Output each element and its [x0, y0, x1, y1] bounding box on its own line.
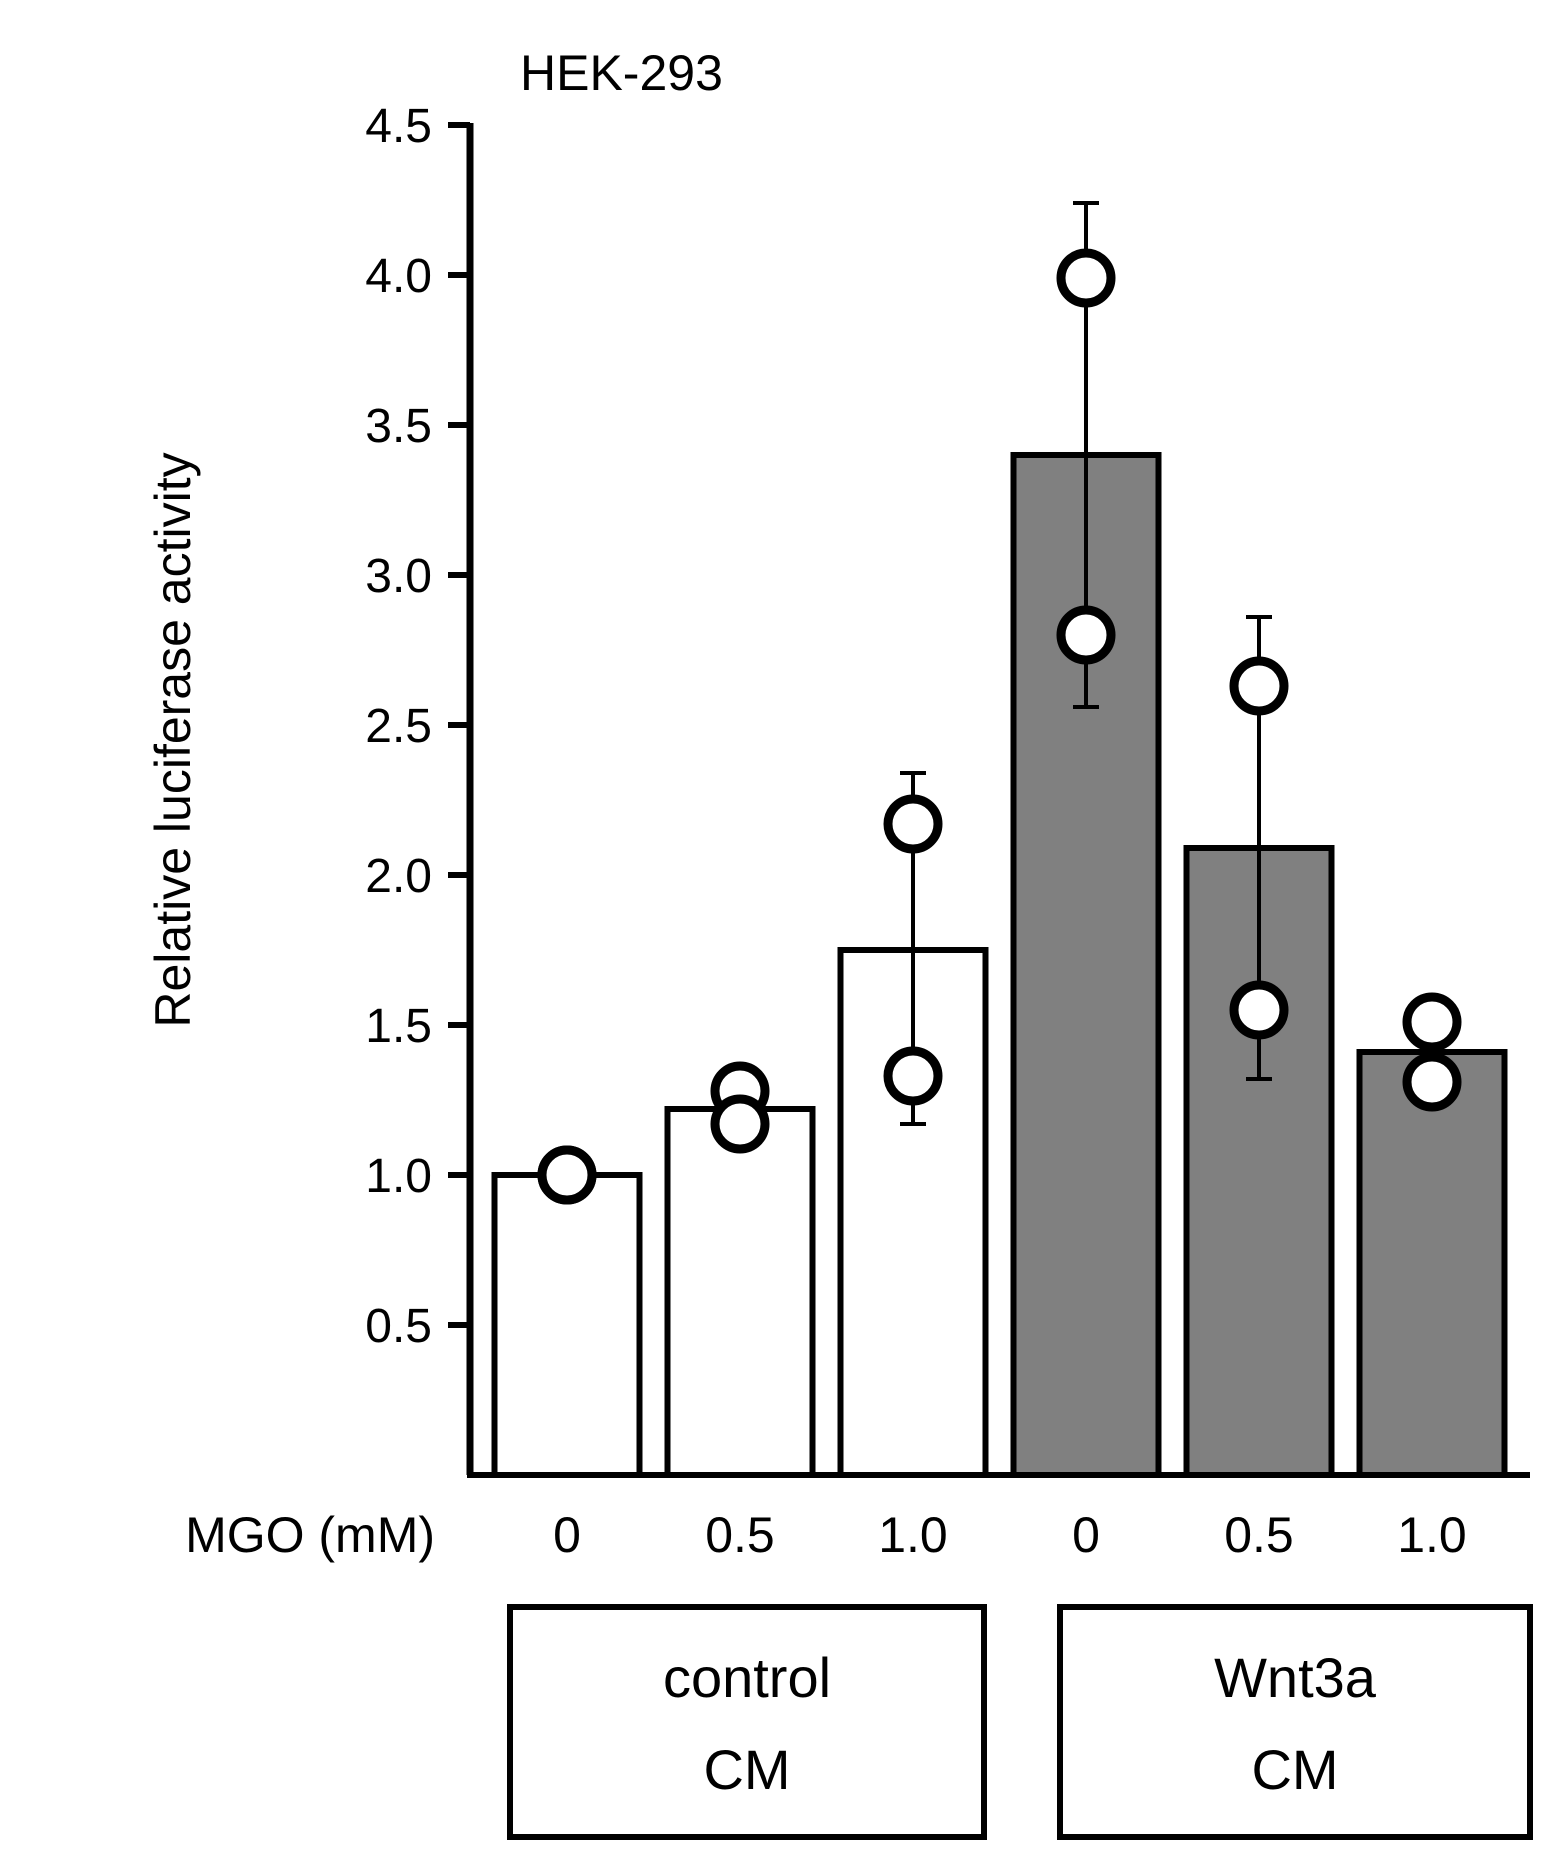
chart-title: HEK-293 — [520, 45, 723, 101]
data-point — [537, 1145, 597, 1205]
x-tick-label: 1.0 — [1397, 1507, 1467, 1563]
bars — [491, 452, 1508, 1478]
x-axis-label: MGO (mM) — [185, 1507, 435, 1563]
y-tick-label: 1.0 — [365, 1150, 432, 1203]
y-tick-label: 0.5 — [365, 1300, 432, 1353]
group-box: control CM — [507, 1604, 987, 1840]
group-label-line2: CM — [1251, 1738, 1338, 1801]
y-tick-label: 3.0 — [365, 550, 432, 603]
data-point — [710, 1094, 770, 1154]
group-box-frame — [507, 1604, 987, 1840]
group-boxes: control CM Wnt3a CM — [507, 1604, 1533, 1840]
data-point — [1229, 656, 1289, 716]
labels: 0.5 1.0 1.5 2.0 2.5 3.0 3.5 4.0 4.5 0 0.5 1.0 0 0.5 1.… — [145, 45, 1467, 1563]
group-box-frame — [1057, 1604, 1533, 1840]
y-tick-label: 2.5 — [365, 700, 432, 753]
bar — [1356, 1049, 1508, 1478]
y-tick-label: 3.5 — [365, 400, 432, 453]
y-tick-label: 4.0 — [365, 250, 432, 303]
data-point — [1229, 980, 1289, 1040]
data-point — [1056, 248, 1116, 308]
y-tick-label: 1.5 — [365, 1000, 432, 1053]
group-label-line2: CM — [703, 1738, 790, 1801]
data-point — [1402, 1052, 1462, 1112]
data-points — [537, 248, 1462, 1205]
y-axis-label: Relative luciferase activity — [145, 452, 201, 1027]
data-point — [1402, 992, 1462, 1052]
axes — [448, 122, 1530, 1478]
x-tick-label: 0.5 — [705, 1507, 775, 1563]
group-box: Wnt3a CM — [1057, 1604, 1533, 1840]
x-tick-label: 1.0 — [878, 1507, 948, 1563]
x-tick-label: 0.5 — [1224, 1507, 1294, 1563]
data-point — [883, 794, 943, 854]
y-tick-label: 4.5 — [365, 100, 432, 153]
group-label-line1: control — [663, 1646, 831, 1709]
data-point — [1056, 605, 1116, 665]
x-tick-label: 0 — [553, 1507, 581, 1563]
bar — [491, 1172, 643, 1478]
bar — [664, 1106, 816, 1478]
y-tick-label: 2.0 — [365, 850, 432, 903]
x-tick-label: 0 — [1072, 1507, 1100, 1563]
group-label-line1: Wnt3a — [1214, 1646, 1377, 1709]
data-point — [883, 1046, 943, 1106]
